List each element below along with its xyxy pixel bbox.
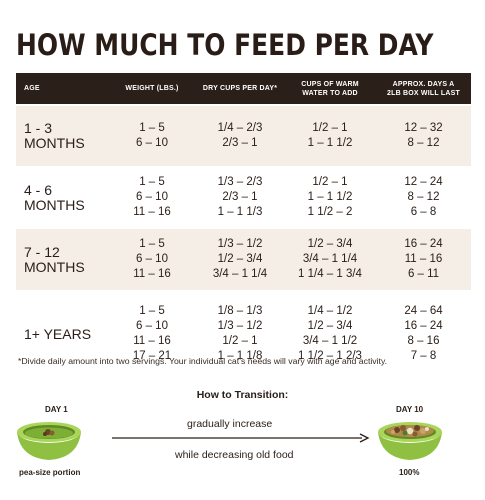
age-cell: 4 - 6 MONTHS <box>16 166 108 228</box>
header-warm-water: CUPS OF WARM WATER TO ADD <box>284 73 376 105</box>
dry-value: 2/3 – 1 <box>222 137 258 149</box>
days-cell: 24 – 64 16 – 24 8 – 16 7 – 8 <box>376 290 471 376</box>
dry-cell: 1/4 – 2/3 2/3 – 1 <box>196 104 284 167</box>
age-cell: 1 - 3 MONTHS <box>16 104 108 167</box>
days-value: 8 – 16 <box>407 335 440 347</box>
dry-value: 3/4 – 1 1/4 <box>212 268 268 280</box>
end-caption: 100% <box>399 468 420 477</box>
days-value: 16 – 24 <box>404 320 443 332</box>
weight-value: 11 – 16 <box>133 335 171 347</box>
weight-value: 1 – 5 <box>139 122 165 134</box>
bowl-start-icon <box>17 422 81 460</box>
weight-cell: 1 – 5 6 – 10 11 – 16 17 – 21 <box>108 290 196 376</box>
days-cell: 12 – 24 8 – 12 6 – 8 <box>376 166 471 228</box>
weight-value: 1 – 5 <box>139 176 165 188</box>
days-value: 8 – 12 <box>407 191 440 203</box>
water-value: 1 – 1 1/2 <box>307 191 353 203</box>
page-title: HOW MUCH TO FEED PER DAY <box>16 28 434 62</box>
water-cell: 1/2 – 3/4 3/4 – 1 1/4 1 1/4 – 1 3/4 <box>284 227 376 291</box>
dry-cell: 1/8 – 1/3 1/3 – 1/2 1/2 – 1 1 – 1 1/8 <box>196 290 284 376</box>
days-value: 12 – 24 <box>404 176 443 188</box>
dry-value: 1 – 1 1/8 <box>217 350 263 362</box>
table-row: 1+ YEARS 1 – 5 6 – 10 11 – 16 17 – 21 1/8 – 1… <box>16 290 471 376</box>
days-value: 11 – 16 <box>404 253 443 265</box>
days-value: 6 – 11 <box>407 268 440 280</box>
header-warm-water-line-2: WATER TO ADD <box>302 89 358 97</box>
weight-value: 11 – 16 <box>133 206 171 218</box>
feeding-table: AGE WEIGHT (LBS.) DRY CUPS PER DAY* CUPS… <box>16 73 471 376</box>
dry-value: 1/3 – 2/3 <box>217 176 263 188</box>
weight-cell: 1 – 5 6 – 10 11 – 16 <box>108 227 196 291</box>
day-end-label: DAY 10 <box>396 405 424 414</box>
weight-cell: 1 – 5 6 – 10 <box>108 104 196 167</box>
water-cell: 1/4 – 1/2 1/2 – 3/4 3/4 – 1 1/2 1 1/2 – 1 2… <box>284 290 376 376</box>
dry-cell: 1/3 – 2/3 2/3 – 1 1 – 1 1/3 <box>196 166 284 228</box>
dry-value: 1 – 1 1/3 <box>217 206 263 218</box>
days-value: 8 – 12 <box>407 137 440 149</box>
day-start-label: DAY 1 <box>45 405 68 414</box>
header-days-line-2: 2LB BOX WILL LAST <box>387 89 460 97</box>
water-value: 1/2 – 1 <box>312 176 348 188</box>
days-value: 16 – 24 <box>404 238 443 250</box>
table-header-row: AGE WEIGHT (LBS.) DRY CUPS PER DAY* CUPS… <box>16 73 471 105</box>
days-value: 7 – 8 <box>410 350 437 362</box>
weight-value: 6 – 10 <box>136 320 168 332</box>
header-warm-water-line-1: CUPS OF WARM <box>301 80 359 88</box>
dry-value: 1/4 – 2/3 <box>217 122 263 134</box>
header-days-line-1: APPROX. DAYS A <box>392 80 455 88</box>
days-value: 6 – 8 <box>410 206 437 218</box>
water-value: 1/4 – 1/2 <box>307 305 353 317</box>
footnote: *Divide daily amount into two servings. … <box>18 356 388 366</box>
dry-value: 1/8 – 1/3 <box>217 305 263 317</box>
water-cell: 1/2 – 1 1 – 1 1/2 1 1/2 – 2 <box>284 166 376 228</box>
header-days: APPROX. DAYS A 2LB BOX WILL LAST <box>376 73 471 105</box>
dry-cell: 1/3 – 1/2 1/2 – 3/4 3/4 – 1 1/4 <box>196 227 284 291</box>
water-value: 1 1/2 – 2 <box>307 206 353 218</box>
bowl-end-icon <box>378 422 442 460</box>
water-cell: 1/2 – 1 1 – 1 1/2 <box>284 104 376 167</box>
water-value: 1/2 – 3/4 <box>307 238 353 250</box>
water-value: 1/2 – 1 <box>312 122 348 134</box>
weight-value: 6 – 10 <box>136 137 168 149</box>
header-age: AGE <box>16 73 108 105</box>
water-value: 1 1/4 – 1 3/4 <box>298 268 362 280</box>
age-cell: 1+ YEARS <box>16 290 108 376</box>
gradually-increase-text: gradually increase <box>187 418 273 430</box>
header-dry-cups: DRY CUPS PER DAY* <box>196 73 284 105</box>
dry-value: 1/2 – 3/4 <box>217 253 263 265</box>
header-weight: WEIGHT (LBS.) <box>108 73 196 105</box>
weight-cell: 1 – 5 6 – 10 11 – 16 <box>108 166 196 228</box>
weight-value: 1 – 5 <box>139 305 165 317</box>
days-value: 12 – 32 <box>404 122 443 134</box>
weight-value: 6 – 10 <box>136 253 168 265</box>
water-value: 1 1/2 – 1 2/3 <box>298 350 362 362</box>
dry-value: 1/2 – 1 <box>222 335 258 347</box>
table-row: 7 - 12 MONTHS 1 – 5 6 – 10 11 – 16 1/3 – 1/2… <box>16 227 471 291</box>
weight-value: 11 – 16 <box>133 268 171 280</box>
days-cell: 16 – 24 11 – 16 6 – 11 <box>376 227 471 291</box>
dry-value: 1/3 – 1/2 <box>217 238 263 250</box>
start-caption: pea-size portion <box>19 468 81 477</box>
decreasing-old-food-text: while decreasing old food <box>175 449 294 461</box>
dry-value: 1/3 – 1/2 <box>217 320 263 332</box>
days-value: 24 – 64 <box>404 305 443 317</box>
water-value: 1 – 1 1/2 <box>307 137 353 149</box>
transition-arrow-icon <box>112 433 370 443</box>
weight-value: 17 – 21 <box>132 350 172 362</box>
transition-heading: How to Transition: <box>196 389 289 401</box>
days-cell: 12 – 32 8 – 12 <box>376 104 471 167</box>
table-row: 4 - 6 MONTHS 1 – 5 6 – 10 11 – 16 1/3 – 2/3 2… <box>16 166 471 228</box>
dry-value: 2/3 – 1 <box>222 191 258 203</box>
water-value: 1/2 – 3/4 <box>307 320 353 332</box>
weight-value: 6 – 10 <box>136 191 168 203</box>
age-cell: 7 - 12 MONTHS <box>16 227 108 291</box>
weight-value: 1 – 5 <box>139 238 165 250</box>
water-value: 3/4 – 1 1/2 <box>302 335 358 347</box>
water-value: 3/4 – 1 1/4 <box>302 253 358 265</box>
